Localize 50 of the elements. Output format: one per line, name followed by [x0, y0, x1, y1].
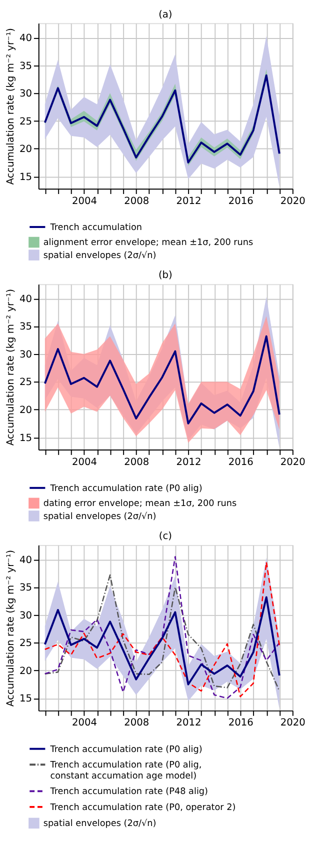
y-tick-label: 35: [19, 322, 32, 333]
y-tick-label: 25: [19, 116, 32, 128]
legend-label: spatial envelopes (2σ/√n): [43, 250, 156, 262]
y-tick-label: 40: [19, 554, 32, 566]
y-tick-label: 40: [19, 33, 32, 44]
x-tick-label: 2004: [72, 196, 97, 207]
y-tick-label: 40: [19, 294, 32, 305]
y-axis-title: Accumulation rate (kg m⁻² yr⁻¹): [6, 550, 17, 707]
legend-label: alignment error envelope; mean ±1σ, 200 runs: [43, 238, 254, 248]
x-tick-label: 2004: [72, 456, 97, 468]
legend-label: Trench accumulation rate (P0, operator 2): [49, 802, 236, 813]
legend-label: Trench accumulation rate (P0 alig): [49, 744, 202, 755]
legend-label: spatial envelopes (2σ/√n): [43, 818, 156, 830]
y-tick-label: 35: [19, 60, 32, 72]
x-tick-label: 2016: [228, 196, 254, 207]
y-tick-label: 20: [19, 144, 32, 156]
y-axis-title: Accumulation rate (kg m⁻² yr⁻¹): [6, 288, 17, 446]
y-tick-label: 30: [19, 349, 32, 360]
x-tick-label: 2016: [228, 718, 254, 729]
chart-title: (c): [158, 531, 172, 542]
y-tick-label: 20: [19, 405, 32, 416]
x-tick-label: 2012: [176, 456, 202, 468]
legend-label: Trench accumulation rate (P0 alig): [49, 484, 202, 494]
y-tick-label: 15: [19, 432, 32, 444]
legend-label: Trench accumulation rate (P0 alig, constant accumation age model): [49, 760, 202, 782]
x-tick-label: 2016: [228, 456, 254, 468]
x-tick-label: 2008: [124, 196, 150, 207]
legend-label: Trench accumulation: [49, 222, 142, 233]
x-tick-label: 2012: [176, 196, 202, 207]
x-tick-label: 2020: [280, 456, 306, 468]
x-tick-label: 2008: [124, 718, 150, 729]
x-tick-label: 2004: [72, 718, 97, 729]
y-tick-label: 25: [19, 638, 32, 650]
chart-title: (a): [158, 9, 172, 20]
y-tick-label: 20: [19, 666, 32, 677]
x-tick-label: 2008: [124, 456, 150, 468]
y-tick-label: 35: [19, 582, 32, 594]
x-tick-label: 2020: [280, 718, 306, 729]
y-tick-label: 15: [19, 172, 32, 183]
x-tick-label: 2020: [280, 196, 306, 207]
legend-label: spatial envelopes (2σ/√n): [43, 510, 156, 522]
y-tick-label: 30: [19, 610, 32, 622]
chart-title: (b): [158, 270, 172, 282]
y-tick-label: 15: [19, 694, 32, 705]
y-tick-label: 30: [19, 88, 32, 100]
y-axis-title: Accumulation rate (kg m⁻² yr⁻¹): [6, 28, 17, 185]
legend-label: Trench accumulation rate (P48 alig): [49, 787, 208, 798]
y-tick-label: 25: [19, 377, 32, 388]
x-tick-label: 2012: [176, 718, 202, 729]
legend-label: dating error envelope; mean ±1σ, 200 runs: [43, 499, 237, 510]
